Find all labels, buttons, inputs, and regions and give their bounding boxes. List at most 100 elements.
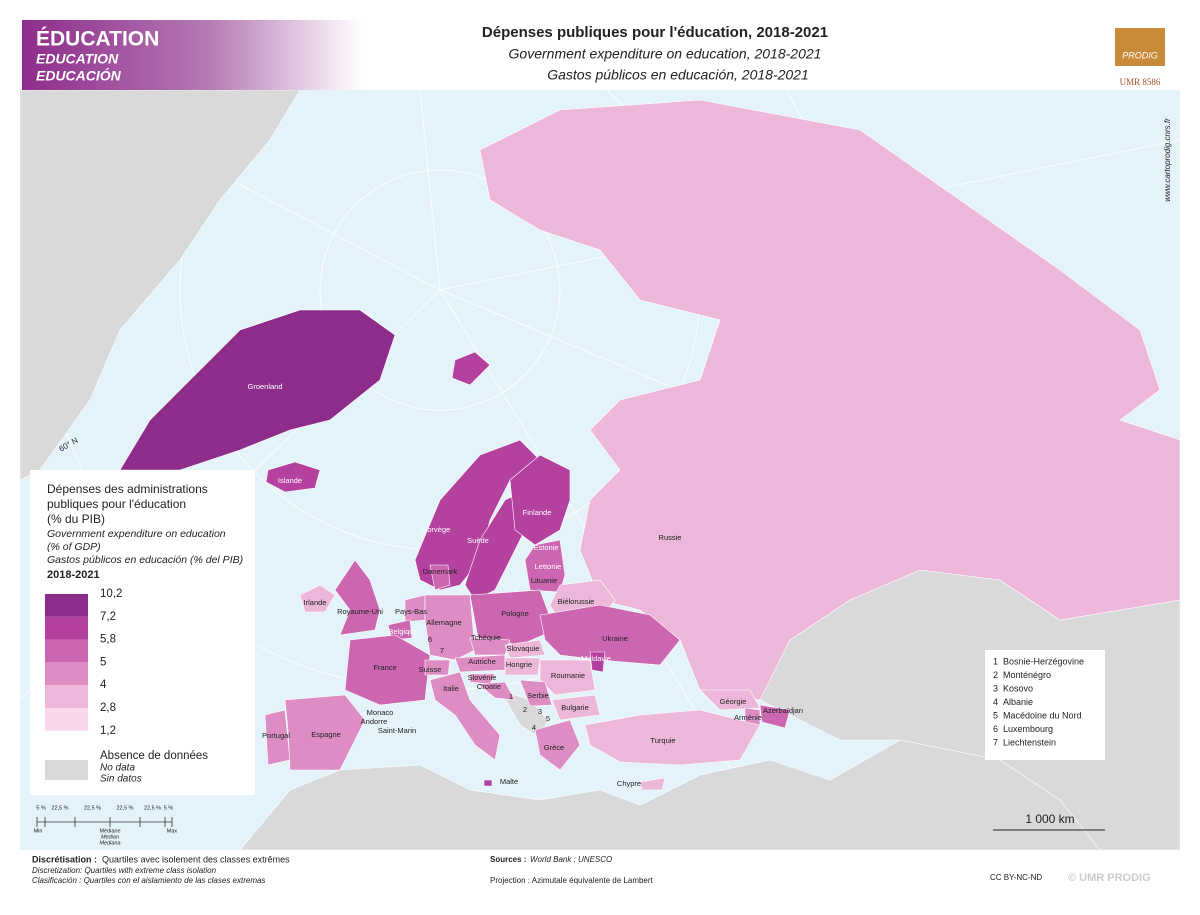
legend-break: 5 (100, 656, 106, 668)
country-label: Roumanie (551, 671, 585, 680)
list-number: 3 (993, 683, 998, 693)
country-label: Arménie (734, 713, 762, 722)
number-marker: 2 (523, 705, 527, 714)
list-name: Albanie (1003, 697, 1033, 707)
badge-es: EDUCACIÓN (36, 67, 122, 84)
hist-label: 5 % (36, 805, 46, 811)
sources: World Bank ; UNESCO (530, 855, 612, 864)
badge (22, 20, 362, 90)
country-label: Lituanie (531, 576, 557, 585)
discretisation-label: Discrétisation : (32, 854, 97, 864)
country-label: Pologne (501, 609, 529, 618)
legend-title-es: Gastos públicos en educación (% del PIB) (47, 554, 243, 566)
country-label: Italie (443, 684, 459, 693)
country-label: France (373, 663, 396, 672)
copyright: © UMR PRODIG (1068, 872, 1151, 884)
list-name: Macédoine du Nord (1003, 710, 1082, 720)
legend-title-en: (% of GDP) (47, 541, 101, 553)
country-label: Hongrie (506, 660, 532, 669)
license: CC BY-NC-ND (990, 873, 1042, 882)
subtitle-es: Gastos públicos en educación, 2018-2021 (547, 67, 809, 83)
legend-swatch (45, 594, 88, 617)
number-marker: 3 (538, 707, 542, 716)
hist-median: Médiane (99, 828, 120, 834)
country-label: Estonie (533, 543, 558, 552)
numbered-list: 1 Bosnie-Herzégovine 2 Monténégro 3 Kosovo 4 Al… (993, 656, 1084, 747)
country-label: Royaume-Uni (337, 607, 383, 616)
subtitle-en: Government expenditure on education, 201… (509, 46, 822, 62)
legend-swatch (45, 708, 88, 731)
legend-title-fr: (% du PIB) (47, 512, 105, 526)
country-label: Monaco (367, 708, 394, 717)
country-label: Croatie (477, 682, 501, 691)
country-label: Ukraine (602, 634, 628, 643)
list-name: Liechtenstein (1003, 737, 1056, 747)
country-label: Pays-Bas (395, 607, 427, 616)
list-name: Kosovo (1003, 683, 1033, 693)
discretisation: Quartiles avec isolement des classes ext… (102, 854, 290, 864)
country-label: Biélorussie (558, 597, 595, 606)
projection: Projection : Azimutale équivalente de La… (490, 876, 654, 885)
scale-label: 1 000 km (1025, 812, 1074, 826)
country-label: Turquie (650, 736, 675, 745)
hist-min: Min (34, 828, 43, 834)
country-label: Belgique (388, 627, 417, 636)
legend-break: 1,2 (100, 725, 116, 737)
list-number: 2 (993, 670, 998, 680)
legend-title-fr: publiques pour l'éducation (47, 497, 186, 511)
footer-bg (20, 850, 1180, 895)
country-label: Finlande (523, 508, 552, 517)
title: Dépenses publiques pour l'éducation, 201… (482, 24, 828, 41)
country-shapes (119, 99, 1181, 791)
sources-label: Sources : (490, 855, 526, 864)
country-label: Andorre (361, 717, 388, 726)
country-label: Azerbaïdjan (763, 706, 803, 715)
country-label: Moldavie (581, 654, 611, 663)
legend-swatch (45, 685, 88, 708)
badge-en: EDUCATION (36, 51, 119, 67)
country-label: Slovaquie (507, 644, 540, 653)
numbered-markers: 1 2 34 5 67 (428, 635, 550, 732)
no-data-land (19, 89, 1181, 851)
legend: Dépenses des administrations publiques p… (45, 482, 243, 785)
country-label: Irlande (304, 598, 327, 607)
country-label: Saint-Marin (378, 726, 416, 735)
legend-swatch (45, 662, 88, 686)
country-label: Groenland (247, 382, 282, 391)
legend-break: 7,2 (100, 611, 116, 623)
number-marker: 5 (546, 714, 550, 723)
site: www.cartoprodig.cnrs.fr (1163, 118, 1172, 202)
numbered-box (985, 650, 1105, 760)
country-label: Chypre (617, 779, 641, 788)
legend-swatch (45, 639, 88, 663)
list-number: 7 (993, 737, 998, 747)
no-data-fr: Absence de données (100, 750, 208, 762)
badge-fr: ÉDUCATION (36, 28, 159, 51)
country-label: Espagne (311, 730, 341, 739)
number-marker: 6 (428, 635, 432, 644)
country-label: Malte (500, 777, 518, 786)
country-label: Portugal (262, 731, 290, 740)
country-labels: Groenland Islande Norvège Suède Finlande Esto… (247, 382, 803, 788)
list-number: 4 (993, 697, 998, 707)
logo-sub: UMR 8586 (1120, 77, 1161, 87)
list-number: 5 (993, 710, 998, 720)
list-name: Bosnie-Herzégovine (1003, 656, 1084, 666)
discretisation-es: Clasificación : Quartiles con el aislami… (32, 876, 265, 885)
hist-label: 22,5 % (51, 805, 68, 811)
number-marker: 1 (509, 692, 513, 701)
country-label: Géorgie (720, 697, 747, 706)
country-label: Suisse (419, 665, 442, 674)
list-name: Luxembourg (1003, 724, 1053, 734)
number-marker: 4 (532, 723, 536, 732)
country-label: Allemagne (426, 618, 461, 627)
logo: PRODIG (1122, 50, 1158, 60)
number-marker: 7 (440, 646, 444, 655)
legend-break: 5,8 (100, 634, 116, 646)
discretisation-en: Discretization: Quartiles with extreme c… (32, 866, 217, 875)
country-label: Islande (278, 476, 302, 485)
country-label: Suède (467, 536, 489, 545)
hist-median: Mediana (99, 840, 120, 846)
no-data-swatch (45, 760, 88, 780)
hist-label: 22,5 % (84, 805, 101, 811)
